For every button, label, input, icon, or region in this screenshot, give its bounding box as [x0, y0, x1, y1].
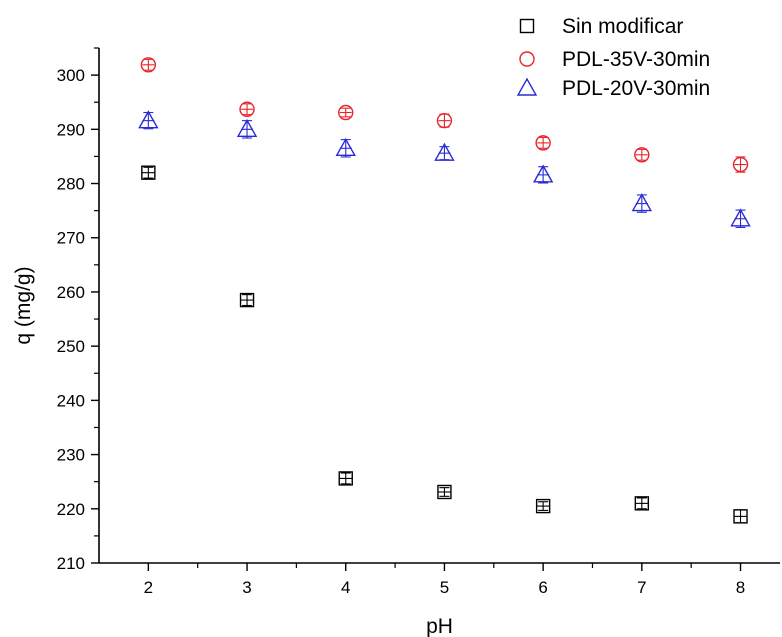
- data-point-triangle: [138, 110, 159, 130]
- marker-triangle: [631, 193, 653, 212]
- legend-label: Sin modificar: [562, 15, 683, 38]
- legend-label: PDL-20V-30min: [562, 77, 710, 100]
- plot-area-points: [138, 57, 751, 524]
- data-point-square: [239, 292, 255, 308]
- data-point-square: [338, 471, 353, 486]
- legend-item: PDL-20V-30min: [516, 77, 710, 100]
- marker-triangle: [434, 142, 455, 161]
- data-point-triangle: [631, 193, 653, 213]
- data-point-triangle: [730, 208, 751, 228]
- x-tick-label: 4: [341, 578, 350, 597]
- data-point-circle: [239, 101, 255, 117]
- y-tick-label: 210: [57, 554, 85, 573]
- legend-label: PDL-35V-30min: [562, 48, 710, 71]
- marker-square: [535, 498, 551, 514]
- marker-circle: [239, 101, 255, 117]
- y-axis-label: q (mg/g): [12, 266, 35, 344]
- x-tick-label: 2: [144, 578, 153, 597]
- marker-circle: [535, 135, 551, 151]
- data-point-circle: [140, 57, 157, 73]
- data-point-square: [634, 496, 650, 511]
- y-axis-ticks: 210 220 230 240 250 260 270 280 290 300: [57, 47, 99, 573]
- y-tick-label: 260: [57, 283, 85, 302]
- data-point-square: [141, 165, 156, 180]
- y-tick-label: 250: [57, 337, 85, 356]
- marker-triangle: [138, 110, 159, 129]
- x-tick-label: 3: [242, 578, 251, 597]
- x-tick-label: 8: [736, 578, 745, 597]
- marker-square: [141, 165, 156, 180]
- data-point-circle: [436, 112, 453, 129]
- y-tick-label: 300: [57, 66, 85, 85]
- y-tick-label: 270: [57, 229, 85, 248]
- marker-square: [634, 496, 650, 511]
- x-tick-label: 6: [538, 578, 547, 597]
- data-point-circle: [732, 156, 749, 173]
- marker-triangle: [532, 164, 554, 183]
- data-point-circle: [338, 104, 354, 121]
- marker-triangle: [730, 208, 751, 227]
- legend-item: Sin modificar: [519, 15, 683, 38]
- y-tick-label: 290: [57, 120, 85, 139]
- data-point-triangle: [532, 164, 554, 184]
- y-tick-label: 280: [57, 175, 85, 194]
- marker-circle: [338, 104, 354, 121]
- x-tick-label: 5: [440, 578, 449, 597]
- legend-marker-circle: [519, 51, 535, 67]
- axes: [98, 48, 780, 564]
- legend-item: PDL-35V-30min: [519, 48, 710, 71]
- data-point-triangle: [236, 118, 258, 139]
- y-tick-label: 240: [57, 391, 85, 410]
- marker-square: [338, 471, 353, 486]
- x-tick-label: 7: [637, 578, 646, 597]
- marker-circle: [140, 57, 157, 73]
- marker-square: [239, 292, 255, 308]
- data-point-square: [437, 484, 452, 500]
- data-point-circle: [535, 135, 551, 151]
- legend-marker-square: [519, 18, 535, 34]
- y-tick-label: 220: [57, 500, 85, 519]
- marker-square: [733, 509, 748, 524]
- marker-square: [437, 484, 452, 500]
- legend-marker-triangle: [516, 77, 538, 96]
- data-point-square: [535, 498, 551, 514]
- x-axis-ticks: 2 3 4 5 6 7 8: [144, 563, 745, 597]
- marker-circle: [436, 112, 453, 129]
- y-tick-label: 230: [57, 446, 85, 465]
- x-axis-label: pH: [426, 615, 453, 637]
- data-point-triangle: [434, 142, 455, 161]
- marker-circle: [634, 147, 650, 163]
- marker-circle: [732, 156, 749, 173]
- data-point-triangle: [335, 137, 356, 158]
- data-point-circle: [634, 147, 650, 163]
- legend: Sin modificar PDL-35V-30min PDL-20V-30min: [516, 15, 710, 100]
- marker-triangle: [335, 137, 356, 156]
- marker-triangle: [236, 118, 258, 138]
- data-point-square: [733, 509, 748, 524]
